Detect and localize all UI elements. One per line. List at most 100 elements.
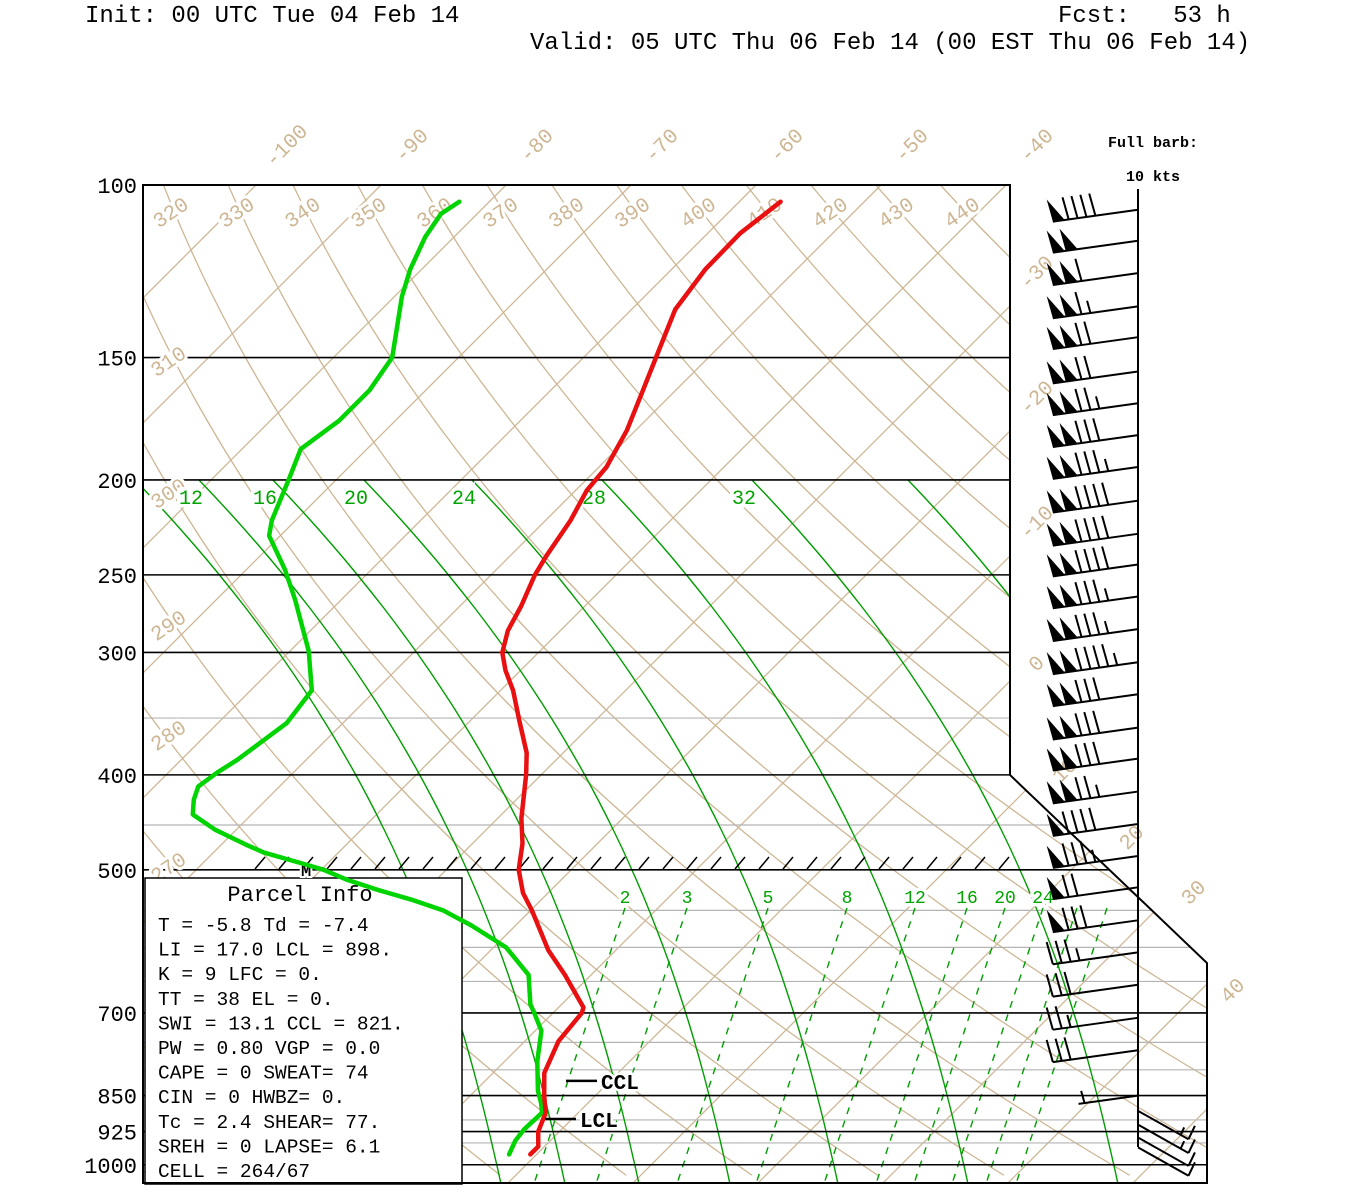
dry-adiabat-label: 290 (147, 607, 191, 647)
parcel-info-line: T = -5.8 Td = -7.4 (158, 915, 369, 937)
green-line-labels: 8 12 16 20 24 28 322 3 5 8 12 16 20 24 (175, 485, 1057, 913)
dry-adiabat-label: 430 (875, 194, 919, 234)
temperature-trace (500, 199, 783, 1157)
wind-barb (1046, 228, 1139, 254)
moist-adiabat-label: 20 (344, 488, 368, 511)
pressure-tick-label: 850 (97, 1086, 137, 1111)
dry-adiabat-label: 380 (545, 194, 589, 234)
isotherm-label-top: -40 (1016, 125, 1059, 168)
dry-adiabat-label: 280 (147, 717, 191, 757)
wind-barb (1045, 971, 1139, 998)
dry-adiabat-label: 350 (348, 194, 392, 234)
wind-barb (1046, 873, 1139, 901)
wind-barb (1046, 840, 1139, 869)
moist-adiabat-label: 16 (253, 488, 277, 511)
wind-barb (1046, 482, 1139, 514)
pressure-tick-label: 150 (97, 348, 137, 373)
mixing-ratio-label: 12 (904, 889, 926, 909)
moist-adiabat-label: 32 (732, 488, 756, 511)
isotherm-label-top: -60 (766, 125, 809, 168)
mixing-ratio-label: 20 (994, 889, 1016, 909)
level-markers: CCL LCL (545, 1070, 641, 1136)
wind-barb-column (1045, 189, 1196, 1177)
wind-barb (1046, 193, 1139, 223)
pressure-tick-label: 500 (97, 860, 137, 885)
dry-adiabat-label: 310 (147, 343, 191, 383)
wind-barb (1046, 258, 1139, 286)
wind-barb (1046, 807, 1139, 837)
mixing-ratio-label: 3 (682, 889, 693, 909)
parcel-info-line: Tc = 2.4 SHEAR= 77. (158, 1112, 380, 1134)
wind-barb (1045, 1037, 1139, 1064)
ccl-marker-label: CCL (601, 1073, 639, 1096)
isotherm-label-top: -80 (516, 125, 559, 168)
parcel-info-line: SWI = 13.1 CCL = 821. (158, 1013, 404, 1035)
parcel-info-line: CAPE = 0 SWEAT= 74 (158, 1063, 369, 1085)
wind-barb (1046, 355, 1139, 385)
parcel-info-panel: Parcel Info T = -5.8 Td = -7.4 LI = 17.0 L… (144, 877, 463, 1185)
wind-barb (1046, 418, 1139, 448)
parcel-info-line: SREH = 0 LAPSE= 6.1 (158, 1136, 380, 1158)
parcel-info-line: LI = 17.0 LCL = 898. (158, 940, 392, 962)
wind-barb (1046, 741, 1139, 772)
dry-adiabat-label: 330 (216, 194, 260, 234)
wind-barb (1046, 905, 1139, 934)
parcel-info-line: PW = 0.80 VGP = 0.0 (158, 1038, 380, 1060)
mixing-ratio-label: 2 (620, 889, 631, 909)
wind-barb (1046, 321, 1139, 351)
wind-barb (1046, 387, 1139, 417)
lcl-marker-label: LCL (580, 1111, 618, 1134)
pressure-tick-label: 1000 (84, 1155, 137, 1180)
wind-barb (1045, 1006, 1139, 1031)
isotherm-label-top: -50 (891, 125, 934, 168)
dry-adiabat-label: 340 (282, 194, 326, 234)
wind-barb (1045, 939, 1139, 966)
parcel-info-line: CIN = 0 HWBZ= 0. (158, 1087, 345, 1109)
wind-barb (1078, 1090, 1139, 1105)
wind-barb (1046, 643, 1139, 676)
pressure-tick-label: 300 (97, 642, 137, 667)
wind-barb (1046, 579, 1139, 610)
dry-adiabat-label: 360 (413, 194, 457, 234)
dewpoint-trace (190, 199, 545, 1157)
header-forecast-hour: Fcst: 53 h (1058, 3, 1231, 30)
isotherm-label-top: -70 (641, 125, 684, 168)
mixing-ratio-label: 16 (956, 889, 978, 909)
pressure-tick-label: 400 (97, 765, 137, 790)
pressure-tick-label: 250 (97, 565, 137, 590)
wind-barb (1046, 546, 1139, 578)
wind-barb-legend-line1: Full barb: (1107, 135, 1198, 152)
pressure-tick-label: 925 (97, 1122, 137, 1147)
parcel-info-line: CELL = 264/67 (158, 1161, 310, 1183)
dry-adiabat-label: 320 (150, 194, 194, 234)
wind-barb (1046, 515, 1139, 547)
mixing-ratio-label: 5 (763, 889, 774, 909)
isotherm-label-top: -90 (391, 125, 434, 168)
dry-adiabat-label: 390 (611, 194, 655, 234)
isotherm-label-right: 40 (1217, 975, 1251, 1009)
isotherm-label-right: 0 (1025, 652, 1050, 677)
wind-barb (1137, 1136, 1196, 1167)
header-init-time: Init: 00 UTC Tue 04 Feb 14 (85, 3, 460, 30)
pressure-tick-labels: 100 150 200 250 300 400 500 700 850 925 1000 (84, 175, 137, 1180)
wind-barb (1046, 612, 1139, 642)
parcel-info-title: Parcel Info (227, 883, 372, 908)
mixing-ratio-label: 8 (842, 889, 853, 909)
wind-barb (1137, 1123, 1196, 1154)
pressure-tick-label: 100 (97, 175, 137, 200)
moist-adiabat-label: 12 (179, 488, 203, 511)
wind-barb-legend: Full barb: 10 kts (1088, 135, 1218, 186)
pressure-tick-label: 200 (97, 470, 137, 495)
parcel-info-line: K = 9 LFC = 0. (158, 964, 322, 986)
header-valid-time: Valid: 05 UTC Thu 06 Feb 14 (00 EST Thu … (530, 30, 1251, 57)
isotherm-label-right: 30 (1178, 877, 1212, 911)
dry-adiabat-label: 370 (479, 194, 523, 234)
pressure-tick-label: 700 (97, 1003, 137, 1028)
mixing-ratio-label: 24 (1032, 889, 1054, 909)
moist-adiabat-label: 24 (452, 488, 476, 511)
wind-barb (1046, 291, 1139, 320)
parcel-info-line: TT = 38 EL = 0. (158, 989, 334, 1011)
wind-barb-legend-line2: 10 kts (1125, 169, 1180, 186)
